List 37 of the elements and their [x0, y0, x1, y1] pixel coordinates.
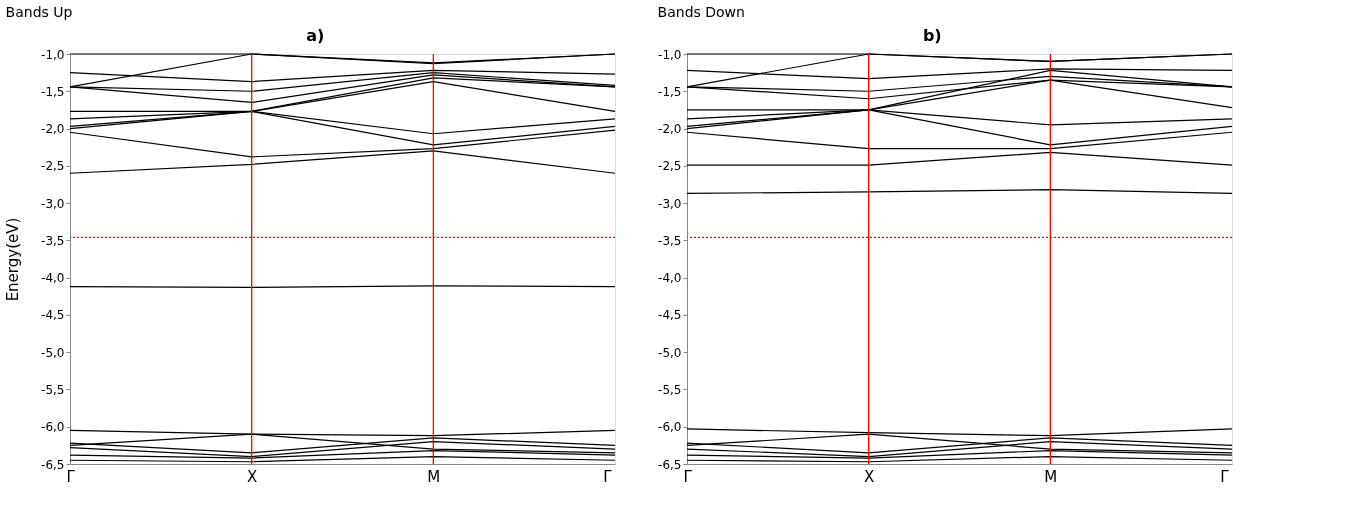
x-tick-label: X: [864, 467, 875, 486]
y-tick-label: -6,0: [41, 420, 65, 435]
y-tick-label: -5,5: [41, 382, 65, 397]
y-tick-label: -3,0: [41, 196, 65, 211]
text: a): [306, 26, 325, 45]
y-tick-label: -2,5: [658, 159, 682, 174]
y-tick-label: -6,0: [658, 420, 682, 435]
x-tick-label: Γ: [66, 467, 76, 486]
y-tick-label: -5,0: [658, 345, 682, 360]
y-tick-label: -5,5: [658, 382, 682, 397]
x-tick-label: Γ: [603, 467, 613, 486]
y-tick-label: -1,5: [41, 84, 65, 99]
chart-title: Bands Up: [5, 4, 73, 20]
x-tick-label: X: [247, 467, 258, 486]
y-tick-label: -4,5: [41, 308, 65, 323]
y-tick-label: -1,0: [658, 47, 682, 62]
y-tick-label: -4,0: [41, 271, 65, 286]
y-tick-label: -4,0: [658, 271, 682, 286]
y-tick-label: -2,5: [41, 159, 65, 174]
y-tick-label: -6,5: [41, 457, 65, 472]
x-tick-label: M: [1044, 467, 1058, 486]
y-tick-label: -2,0: [41, 122, 65, 137]
x-tick-label: Γ: [1220, 467, 1230, 486]
y-tick-label: -3,5: [41, 233, 65, 248]
y-tick-label: -3,5: [658, 233, 682, 248]
y-tick-label: -6,5: [658, 457, 682, 472]
y-tick-label: -1,0: [41, 47, 65, 62]
y-tick-label: -4,5: [658, 308, 682, 323]
y-tick-label: -3,0: [658, 196, 682, 211]
y-tick-label: -1,5: [658, 84, 682, 99]
x-tick-label: Γ: [683, 467, 693, 486]
y-tick-label: -2,0: [658, 122, 682, 137]
chart-title: Bands Down: [657, 4, 745, 20]
y-tick-label: -5,0: [41, 345, 65, 360]
y-axis-title: Energy(eV): [4, 217, 23, 302]
text: b): [922, 26, 942, 45]
x-tick-label: M: [427, 467, 441, 486]
